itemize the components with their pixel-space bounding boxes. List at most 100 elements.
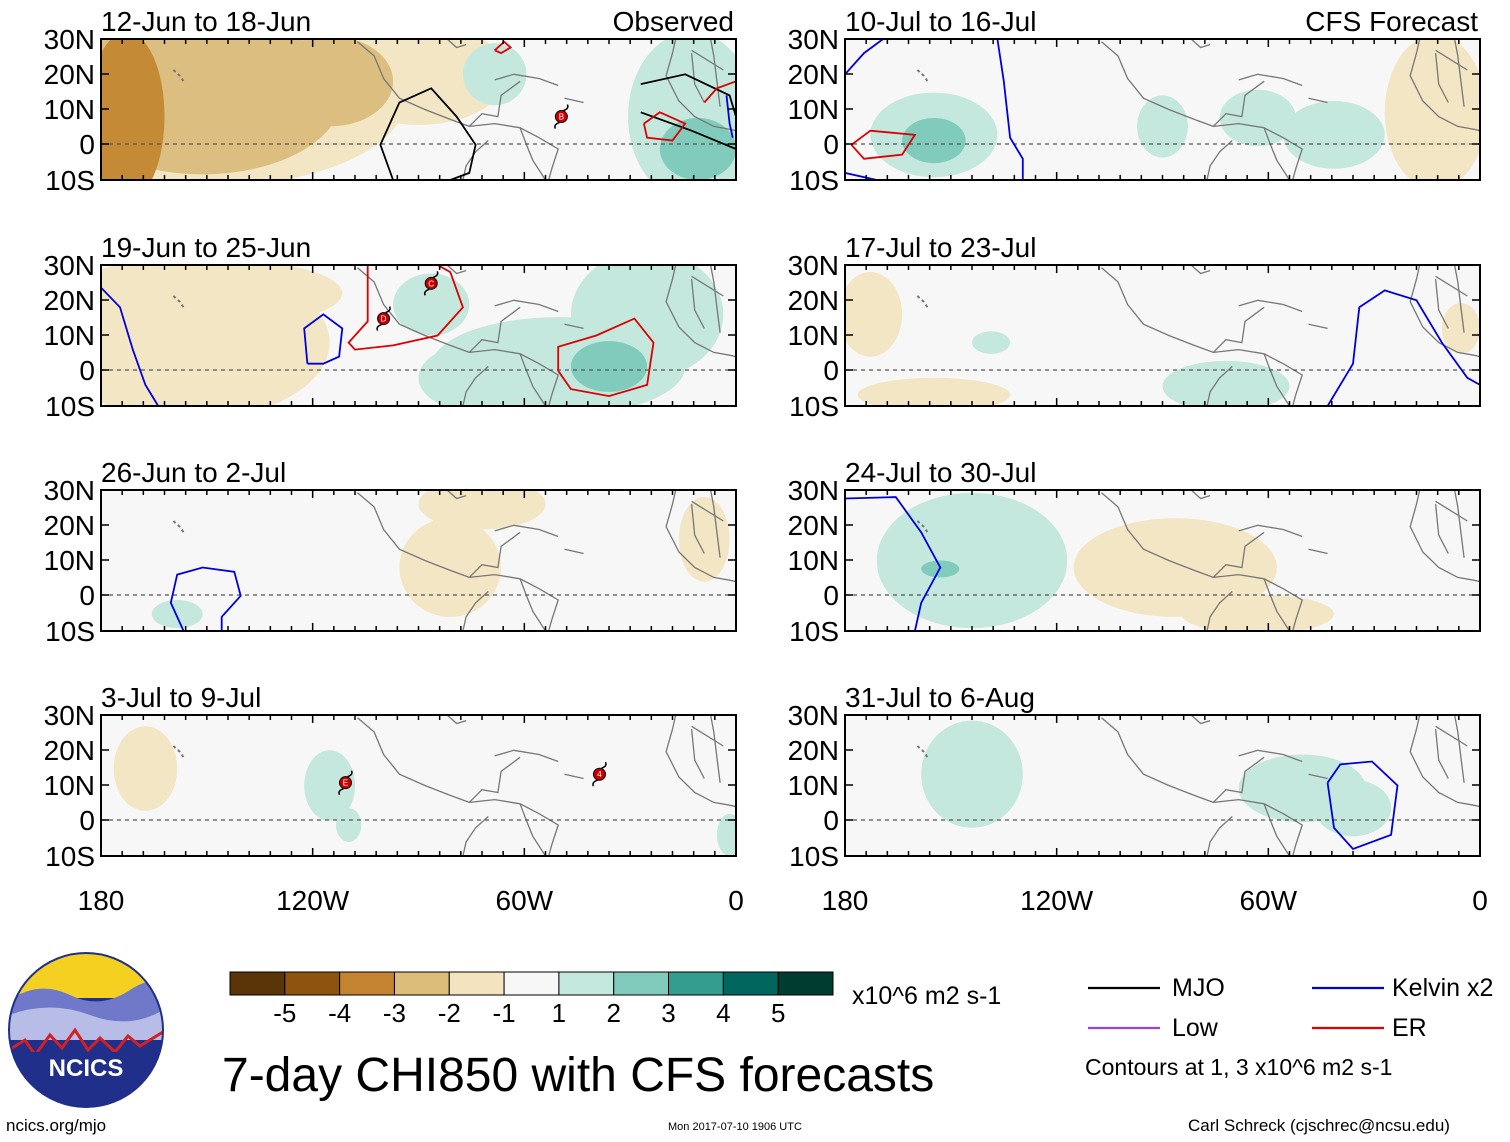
colorbar-swatch [284, 971, 341, 996]
latitude-label: 0 [79, 355, 95, 386]
anomaly-shading [678, 497, 730, 582]
latitude-label: 20N [788, 735, 839, 766]
coastline [690, 279, 705, 329]
anomaly-shading [857, 377, 1011, 406]
longitude-label: 60W [496, 885, 554, 916]
latitude-label: 10N [788, 770, 839, 801]
er-contour [494, 40, 513, 55]
coastline [494, 299, 559, 313]
latitude-label: 10N [788, 94, 839, 125]
coastline [1453, 490, 1465, 558]
coastline [665, 715, 736, 808]
coastline [1190, 490, 1211, 500]
coastline [462, 140, 489, 180]
logo-text: NCICS [49, 1055, 124, 1082]
coastline [1213, 798, 1303, 856]
coastline [690, 729, 705, 779]
kelvin-contour [169, 566, 242, 631]
latitude-label: 30N [44, 700, 95, 731]
er-contour [557, 317, 655, 398]
coastline [494, 524, 559, 538]
anomaly-shading [876, 492, 1068, 629]
coastline [690, 53, 705, 103]
latitude-label: 30N [788, 475, 839, 506]
mjo-contour [379, 87, 477, 180]
panel-date-label: 19-Jun to 25-Jun [101, 232, 311, 263]
coastline [1190, 715, 1211, 725]
storm-label: C [428, 279, 434, 288]
panel-date-label: 3-Jul to 9-Jul [101, 682, 261, 713]
legend-label-er: ER [1392, 1014, 1427, 1042]
storm-label: D [381, 315, 387, 324]
colorbar-tick: 3 [661, 998, 675, 1028]
tropical-storm-icon: D [376, 306, 391, 331]
coastline [519, 127, 547, 180]
panel-date-label: 31-Jul to 6-Aug [845, 682, 1035, 713]
panel-date-label: 10-Jul to 16-Jul [845, 6, 1036, 37]
kelvin-contour [303, 313, 344, 365]
latitude-label: 10N [44, 770, 95, 801]
anomaly-shading [462, 43, 527, 106]
longitude-label: 180 [822, 885, 869, 916]
colorbar-tick: -2 [438, 998, 461, 1028]
anomaly-shading [418, 490, 546, 530]
colorbar-tick: 1 [552, 998, 566, 1028]
tropical-storm-icon: B [554, 104, 569, 129]
anomaly-shading [418, 342, 546, 406]
longitude-label: 120W [276, 885, 350, 916]
coastline [494, 749, 559, 763]
coastline [462, 591, 489, 631]
anomaly-shading [1137, 95, 1188, 158]
coastline [519, 353, 547, 406]
latitude-label: 30N [44, 475, 95, 506]
colorbar-swatch [558, 971, 615, 996]
latitude-label: 10S [45, 841, 95, 872]
coastline [1238, 299, 1303, 313]
latitude-label: 0 [823, 129, 839, 160]
coastline [1101, 267, 1265, 354]
coastline [519, 578, 547, 631]
coastline [1263, 127, 1291, 180]
kelvin-contour [845, 172, 877, 180]
latitude-label: 10S [45, 165, 95, 196]
coastline [1409, 715, 1480, 808]
figure-title: 7-day CHI850 with CFS forecasts [222, 1049, 935, 1102]
latitude-label: 0 [79, 580, 95, 611]
coastline [1263, 353, 1291, 406]
coastline [564, 323, 584, 330]
coastline [1409, 490, 1480, 583]
map-panel: C D 30N 20N 10N 0 10S 19-Jun to 25-Jun [44, 232, 737, 422]
colorbar-swatch [503, 971, 560, 996]
hawaii-islands [916, 520, 929, 533]
coastline [494, 73, 559, 87]
anomaly-shading [972, 331, 1011, 354]
coastline [1453, 715, 1465, 783]
hawaii-islands [172, 745, 185, 758]
anomaly-shading [902, 117, 966, 164]
coastline [1263, 803, 1291, 856]
colorbar-tick: 2 [606, 998, 620, 1028]
coastline [665, 490, 736, 583]
storm-label: B [559, 113, 564, 122]
coastline [1409, 39, 1480, 132]
coastline [1435, 49, 1468, 71]
coastline [1238, 524, 1303, 538]
longitude-label: 60W [1240, 885, 1298, 916]
latitude-label: 0 [79, 805, 95, 836]
website-link[interactable]: ncics.org/mjo [6, 1116, 107, 1135]
coastline [665, 39, 736, 132]
coastline [519, 803, 547, 856]
kelvin-contour [845, 39, 884, 75]
coastline [1206, 366, 1233, 406]
column-label: CFS Forecast [1305, 6, 1478, 37]
anomaly-shading [1162, 360, 1290, 406]
hawaii-islands [916, 295, 929, 308]
coastline [1434, 53, 1449, 103]
coastline [1453, 39, 1465, 107]
timestamp: Mon 2017-07-10 1906 UTC [668, 1121, 802, 1133]
panel-date-label: 17-Jul to 23-Jul [845, 232, 1036, 263]
anomaly-shading [1219, 89, 1296, 147]
latitude-label: 30N [44, 250, 95, 281]
coastline [1190, 265, 1211, 275]
coastline [1213, 573, 1303, 631]
